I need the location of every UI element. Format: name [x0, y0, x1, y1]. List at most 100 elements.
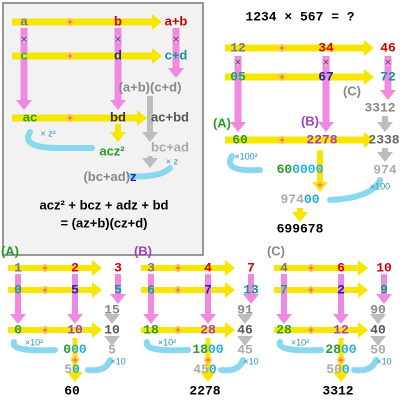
label: 7 [204, 282, 212, 297]
arrow-head [370, 336, 386, 346]
label-part: 974 [280, 192, 304, 207]
label-part: 0 [209, 362, 217, 377]
label: 2338 [368, 132, 399, 147]
label: 45 [237, 342, 253, 357]
curved-arrow [10, 339, 58, 354]
arrow-head [364, 40, 374, 56]
label: b [114, 13, 122, 28]
formula: = (az+b)(cz+d) [60, 215, 147, 230]
arrow-head [137, 110, 147, 126]
label: (A) [213, 115, 231, 130]
arrow-head [276, 314, 292, 324]
arrow-head [142, 158, 158, 168]
label-part: 50 [326, 362, 342, 377]
arrow-head [358, 282, 368, 298]
result: 2278 [189, 383, 220, 398]
label: bd [110, 109, 126, 124]
arrow-head [152, 48, 162, 64]
scale-label: ×10² [291, 337, 309, 347]
scale-label: × z² [40, 128, 55, 138]
arrow-head [200, 372, 216, 382]
label-part: 0000 [292, 162, 323, 177]
label-part: 00 [71, 342, 87, 357]
scale-label: × z [166, 156, 179, 166]
curved-arrow [227, 153, 263, 174]
arrow-head [364, 132, 374, 148]
label: 2 [71, 260, 79, 275]
curved-arrow [218, 357, 246, 374]
label: 12 [230, 40, 246, 55]
label: 91 [237, 302, 253, 317]
label: 2 [337, 282, 345, 297]
label: 9 [380, 282, 388, 297]
label: (C) [343, 83, 361, 98]
label: 90 [370, 302, 386, 317]
arrow-head [92, 282, 102, 298]
label-part: (bc+ad) [83, 169, 130, 184]
panel-label: (B) [134, 243, 152, 258]
label: 3312 [364, 100, 395, 115]
operator-stroke [235, 59, 241, 65]
label-part: 00 [341, 342, 357, 357]
operator-stroke [115, 36, 121, 42]
label: 28 [276, 322, 292, 337]
arrow-head [380, 90, 396, 100]
label-part: 60 [277, 162, 293, 177]
result: 699678 [277, 221, 324, 236]
label: 2278 [306, 132, 337, 147]
label: 1 [14, 260, 22, 275]
arrow-head [292, 212, 308, 222]
label: 000 [63, 342, 87, 357]
label-part: 00 [208, 342, 224, 357]
label: 50 [64, 362, 80, 377]
label: c+d [165, 47, 188, 62]
label: 60 [232, 132, 248, 147]
curved-arrow [276, 339, 324, 354]
arrow-head [10, 314, 26, 324]
scale-label: ×10 [376, 356, 391, 366]
label: 34 [318, 40, 334, 55]
label: 600000 [277, 162, 324, 177]
label: 3 [114, 260, 122, 275]
tutorial-box [2, 2, 204, 256]
label: (a+b)(c+d) [119, 79, 182, 94]
label: 18 [143, 322, 159, 337]
label: 50 [370, 342, 386, 357]
label-part: 5 [64, 362, 72, 377]
label: 28 [200, 322, 216, 337]
label-part: 28 [325, 342, 341, 357]
arrow-head [110, 100, 126, 110]
label: 13 [243, 282, 259, 297]
label: 72 [380, 69, 396, 84]
arrow-head [333, 314, 349, 324]
title: 1234 × 567 = ? [245, 9, 354, 24]
label: c [20, 47, 27, 62]
arrow-head [16, 100, 32, 110]
label: 4 [204, 260, 212, 275]
operator-stroke [385, 59, 391, 65]
curved-arrow [143, 339, 191, 354]
scale-label: ×10 [243, 356, 258, 366]
curved-arrow [127, 165, 173, 180]
label: ac [23, 109, 37, 124]
arrow-head [168, 68, 184, 78]
arrow-head [92, 322, 102, 338]
arrow-head [377, 152, 393, 162]
scale-label: ×100² [234, 151, 257, 161]
arrow-head [230, 122, 246, 132]
arrow-head [142, 132, 158, 142]
arrow-head [110, 132, 126, 142]
label: 1800 [192, 342, 223, 357]
arrow-head [67, 372, 83, 382]
label-part: 0 [72, 362, 80, 377]
arrow-head [377, 122, 393, 132]
arrow-head [225, 282, 235, 298]
label: 05 [230, 69, 246, 84]
arrow-head [110, 294, 126, 304]
curved-arrow [327, 177, 383, 203]
arrow-head [143, 314, 159, 324]
label: bc+ad [151, 139, 189, 154]
curved-arrow [25, 129, 95, 151]
operator-stroke [323, 59, 329, 65]
